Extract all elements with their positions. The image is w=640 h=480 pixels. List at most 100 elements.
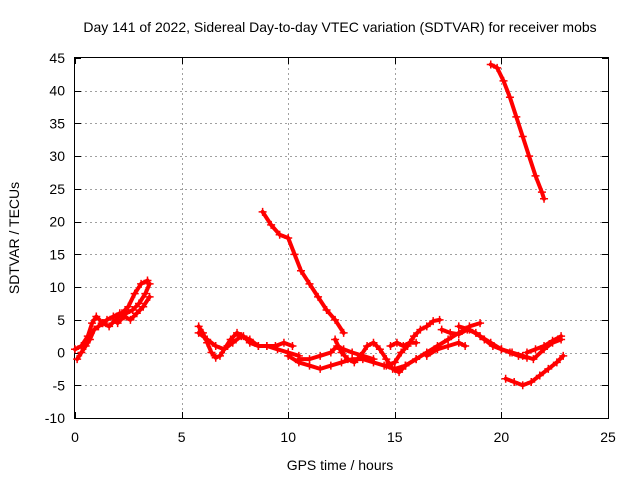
data-point [409, 332, 418, 341]
data-point [139, 302, 148, 311]
series-arc-5 [194, 328, 297, 354]
data-point [71, 345, 79, 354]
data-point [126, 315, 135, 324]
data-point [105, 322, 114, 331]
data-point [254, 342, 263, 350]
plot-area [71, 60, 568, 390]
data-point [375, 345, 384, 354]
data-point [343, 355, 352, 364]
data-point [94, 322, 103, 331]
data-point [476, 319, 485, 328]
data-point [527, 378, 536, 386]
data-point [454, 322, 463, 331]
data-point [211, 342, 220, 350]
data-point [446, 328, 455, 337]
series-arc-11 [386, 338, 421, 350]
data-point [486, 60, 495, 69]
data-point [98, 319, 107, 328]
data-point [145, 292, 154, 301]
data-point [141, 289, 150, 298]
data-point [316, 351, 325, 360]
data-point [92, 312, 101, 321]
series-arc-9 [331, 335, 410, 377]
data-point [262, 342, 271, 350]
x-tick-label: 20 [494, 429, 510, 445]
data-point [412, 355, 421, 364]
data-point [499, 76, 508, 85]
data-point [77, 342, 86, 350]
data-point [552, 358, 561, 367]
data-point [258, 207, 267, 216]
data-point [245, 335, 254, 344]
data-point [120, 312, 129, 321]
data-point [348, 348, 357, 357]
data-point [392, 338, 401, 347]
data-point [331, 315, 340, 324]
series-arc-18 [501, 351, 568, 390]
x-tick-label: 25 [600, 429, 616, 445]
data-point [525, 152, 534, 161]
data-point [416, 325, 425, 334]
data-point [326, 361, 335, 370]
data-point [510, 378, 519, 386]
y-tick-label: -5 [53, 377, 66, 393]
data-point [220, 345, 229, 354]
x-tick-label: 0 [71, 429, 79, 445]
data-point [454, 338, 463, 347]
data-point [397, 348, 406, 357]
data-point [284, 351, 293, 360]
data-point [337, 348, 346, 357]
series-arc-3 [113, 292, 154, 328]
data-point [194, 328, 203, 337]
data-point [290, 250, 299, 259]
y-tick-label: 10 [49, 279, 65, 295]
data-point [388, 364, 397, 373]
x-tick-label: 5 [178, 429, 186, 445]
y-tick-label: 15 [49, 246, 65, 262]
y-tick-label: 35 [49, 115, 65, 131]
data-point [294, 355, 303, 364]
y-tick-label: 20 [49, 214, 65, 230]
data-point [316, 364, 325, 373]
data-point [497, 345, 506, 354]
y-tick-label: 5 [57, 312, 65, 328]
data-point [337, 358, 346, 367]
data-point [275, 230, 284, 239]
data-point [444, 342, 453, 350]
data-point [540, 194, 549, 203]
series-trail [115, 294, 152, 326]
series-arc-17 [486, 60, 549, 203]
data-point [124, 302, 133, 311]
data-point [512, 112, 521, 121]
data-point [531, 171, 540, 180]
data-point [83, 332, 92, 341]
data-point [454, 330, 463, 339]
data-point [288, 342, 297, 350]
x-tick-label: 10 [280, 429, 296, 445]
data-point [128, 306, 137, 314]
data-point [401, 361, 410, 370]
data-point [215, 351, 224, 360]
data-point [130, 289, 139, 298]
data-point [399, 342, 408, 350]
data-point [331, 335, 340, 344]
data-point [395, 368, 404, 377]
y-axis-label: SDTVAR / TECUs [6, 182, 22, 294]
x-tick-labels: 0 5 10 15 20 25 [71, 429, 616, 445]
data-point [386, 342, 395, 350]
data-point [557, 332, 566, 341]
data-point [73, 355, 82, 364]
data-point [137, 279, 146, 288]
data-point [350, 358, 359, 367]
data-point [339, 328, 348, 337]
data-point [237, 332, 246, 341]
data-point [305, 279, 314, 288]
data-point [134, 299, 143, 308]
data-point [544, 364, 553, 373]
data-point [314, 292, 323, 301]
data-point [390, 358, 399, 367]
data-point [228, 338, 237, 347]
data-point [559, 351, 568, 360]
data-point [233, 328, 242, 337]
